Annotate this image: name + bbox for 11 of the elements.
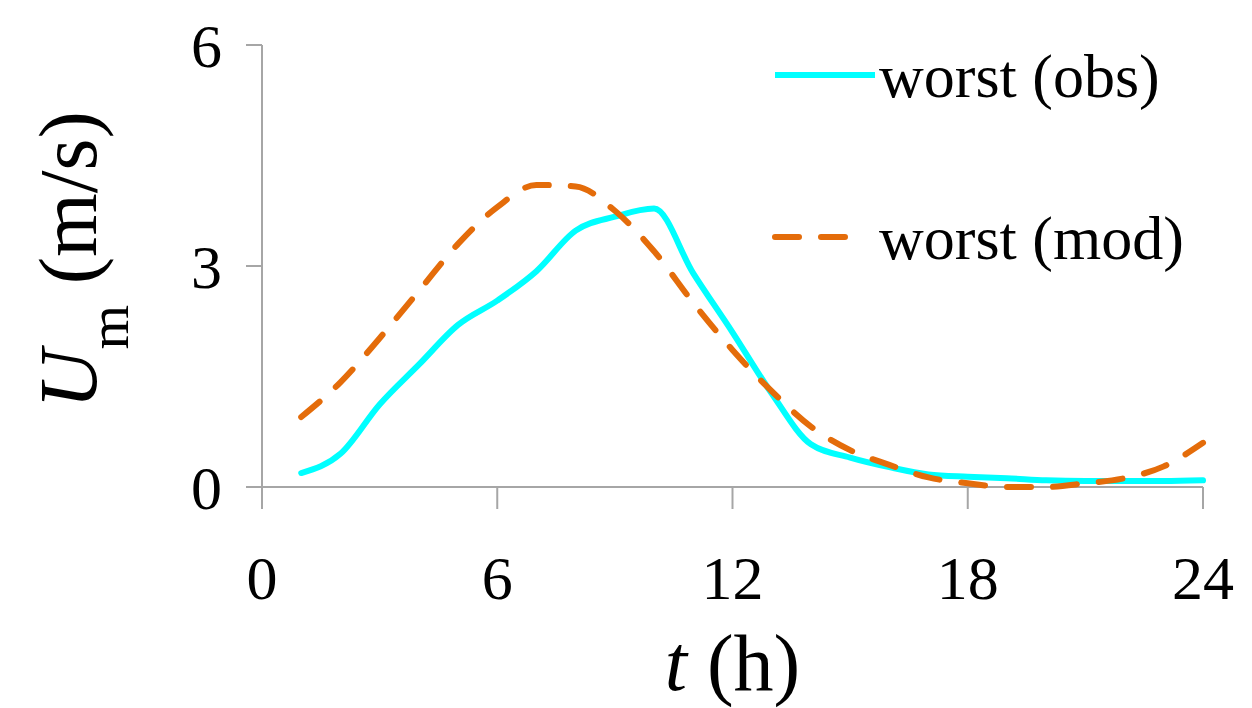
x-tick-label: 0 xyxy=(246,544,278,612)
x-tick-label: 12 xyxy=(701,544,764,612)
legend-label: worst (mod) xyxy=(879,203,1184,273)
y-tick-label: 3 xyxy=(191,232,222,301)
x-tick-label: 6 xyxy=(481,544,513,612)
y-tick-label: 0 xyxy=(191,453,222,522)
x-tick-label: 18 xyxy=(936,544,999,612)
y-tick-label: 6 xyxy=(191,11,222,80)
x-axis-title: t (h) xyxy=(664,619,801,708)
x-tick-label: 24 xyxy=(1172,544,1234,612)
legend-label: worst (obs) xyxy=(879,41,1160,111)
